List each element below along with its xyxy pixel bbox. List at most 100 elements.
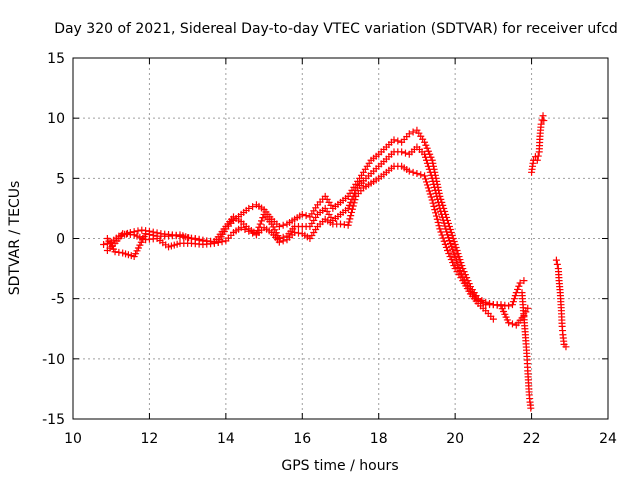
data-point <box>142 230 150 238</box>
data-point <box>279 221 287 229</box>
data-point <box>455 253 463 261</box>
data-point <box>426 168 434 176</box>
data-point <box>428 174 436 182</box>
data-point <box>427 193 435 201</box>
data-point <box>511 292 519 300</box>
data-point <box>439 216 447 224</box>
data-point <box>413 170 421 178</box>
data-point <box>426 190 434 198</box>
data-point <box>337 220 344 228</box>
data-point <box>516 279 524 287</box>
data-point <box>445 250 453 258</box>
series-track-f <box>552 256 570 351</box>
data-point <box>527 404 535 412</box>
y-tick-label: 0 <box>56 232 65 248</box>
series-track-d <box>518 289 535 412</box>
data-point <box>427 171 435 179</box>
data-point <box>422 178 430 186</box>
data-point <box>455 263 463 271</box>
data-point <box>442 243 450 251</box>
data-point <box>115 248 123 256</box>
data-point <box>245 204 253 212</box>
data-point <box>405 130 413 138</box>
data-point <box>111 248 119 256</box>
data-point <box>435 222 443 230</box>
data-point <box>187 235 195 242</box>
data-point <box>275 235 283 242</box>
data-point <box>514 285 522 293</box>
data-point <box>489 315 497 323</box>
axis-ticks: 10 12 14 16 18 20 22 24 -15 -10 -5 0 5 10 15 <box>42 51 617 447</box>
data-point <box>421 172 429 180</box>
data-point <box>489 301 497 309</box>
data-point <box>423 159 431 167</box>
data-point <box>430 202 438 210</box>
data-point <box>433 215 441 223</box>
data-point <box>452 257 460 265</box>
data-point <box>100 241 108 249</box>
data-point <box>429 177 437 185</box>
data-point <box>417 171 425 179</box>
data-point <box>442 225 450 233</box>
data-point <box>398 148 406 156</box>
data-point <box>394 137 402 145</box>
data-point <box>149 231 157 239</box>
data-point <box>456 267 464 275</box>
data-point <box>435 201 443 209</box>
data-point <box>440 219 448 227</box>
data-point <box>429 199 437 207</box>
data-point <box>453 247 461 255</box>
x-tick-label: 20 <box>446 431 464 447</box>
data-point <box>275 222 283 230</box>
data-point <box>422 153 430 161</box>
data-point <box>441 222 449 230</box>
data-point <box>422 175 430 183</box>
data-point <box>431 186 439 194</box>
x-tick-label: 22 <box>523 431 541 447</box>
data-point <box>255 223 263 231</box>
data-point <box>432 189 440 197</box>
data-point <box>348 208 356 216</box>
data-point <box>552 256 560 264</box>
data-point <box>423 181 431 189</box>
data-points <box>100 112 570 412</box>
data-point <box>349 192 357 200</box>
data-point <box>191 235 199 243</box>
data-point <box>553 260 561 268</box>
data-point <box>562 343 570 351</box>
y-tick-label: -10 <box>42 352 65 368</box>
y-tick-label: 5 <box>56 171 65 187</box>
data-point <box>446 253 454 261</box>
data-point <box>259 214 267 222</box>
data-point <box>409 128 417 136</box>
x-tick-label: 14 <box>217 431 235 447</box>
data-point <box>344 204 352 212</box>
y-tick-label: -5 <box>51 292 65 308</box>
data-point <box>425 165 433 173</box>
x-axis-label: GPS time / hours <box>281 458 398 474</box>
data-point <box>252 230 260 238</box>
data-point <box>515 282 523 290</box>
data-point <box>349 202 357 210</box>
data-point <box>390 136 398 144</box>
data-point <box>409 168 417 176</box>
data-point <box>520 277 528 285</box>
data-point <box>449 235 457 242</box>
data-point <box>434 198 442 206</box>
data-point <box>345 218 353 226</box>
data-point <box>258 217 266 225</box>
data-point <box>450 262 458 270</box>
data-point <box>138 226 146 234</box>
data-point <box>508 320 516 328</box>
data-point <box>448 231 456 239</box>
data-point <box>493 301 501 309</box>
data-point <box>345 201 353 209</box>
data-point <box>508 301 516 309</box>
data-point <box>347 198 355 206</box>
x-tick-label: 12 <box>141 431 159 447</box>
data-point <box>424 184 432 192</box>
x-tick-label: 18 <box>370 431 388 447</box>
data-point <box>351 189 359 197</box>
data-point <box>348 195 356 203</box>
data-point <box>348 205 356 213</box>
